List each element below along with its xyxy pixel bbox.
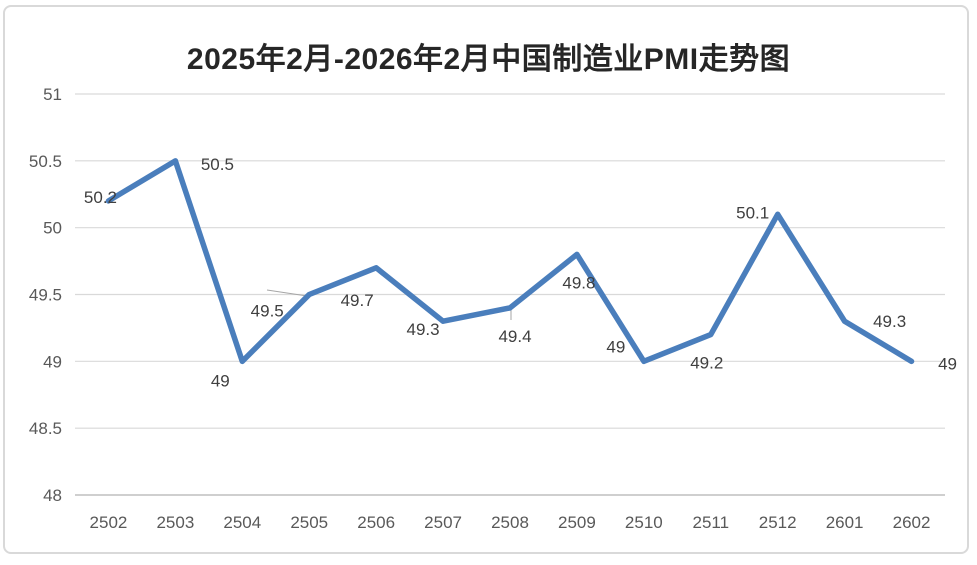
x-tick-label: 2509 xyxy=(558,513,596,532)
data-label: 49 xyxy=(938,354,957,373)
x-tick-label: 2601 xyxy=(826,513,864,532)
y-tick-label: 51 xyxy=(43,85,62,104)
chart-frame xyxy=(3,5,969,554)
data-label: 49.3 xyxy=(873,312,906,331)
y-tick-label: 49.5 xyxy=(29,286,62,305)
data-label: 49.2 xyxy=(690,354,723,373)
data-label: 50.5 xyxy=(201,155,234,174)
data-label: 50.1 xyxy=(736,203,769,222)
y-tick-label: 48.5 xyxy=(29,419,62,438)
data-label: 49.3 xyxy=(407,320,440,339)
data-label: 49 xyxy=(211,371,230,390)
x-tick-label: 2508 xyxy=(491,513,529,532)
data-label-leader-line xyxy=(266,289,308,297)
x-tick-label: 2510 xyxy=(625,513,663,532)
x-tick-label: 2503 xyxy=(156,513,194,532)
y-tick-label: 48 xyxy=(43,486,62,505)
x-tick-label: 2512 xyxy=(759,513,797,532)
data-label: 49.4 xyxy=(498,327,531,346)
y-tick-label: 50.5 xyxy=(29,152,62,171)
data-label: 49.8 xyxy=(562,273,595,292)
x-tick-label: 2507 xyxy=(424,513,462,532)
x-tick-label: 2602 xyxy=(893,513,931,532)
chart-title: 2025年2月-2026年2月中国制造业PMI走势图 xyxy=(186,43,791,76)
data-label: 49 xyxy=(606,337,625,356)
data-label: 49.7 xyxy=(341,291,374,310)
data-label: 49.5 xyxy=(251,302,284,321)
x-tick-label: 2511 xyxy=(692,513,729,532)
x-tick-label: 2506 xyxy=(357,513,395,532)
x-tick-label: 2505 xyxy=(290,513,328,532)
pmi-series-line xyxy=(105,158,915,365)
y-tick-label: 49 xyxy=(43,352,62,371)
x-tick-label: 2502 xyxy=(90,513,128,532)
x-tick-label: 2504 xyxy=(223,513,261,532)
y-tick-label: 50 xyxy=(43,219,62,238)
data-label: 50.2 xyxy=(84,188,117,207)
